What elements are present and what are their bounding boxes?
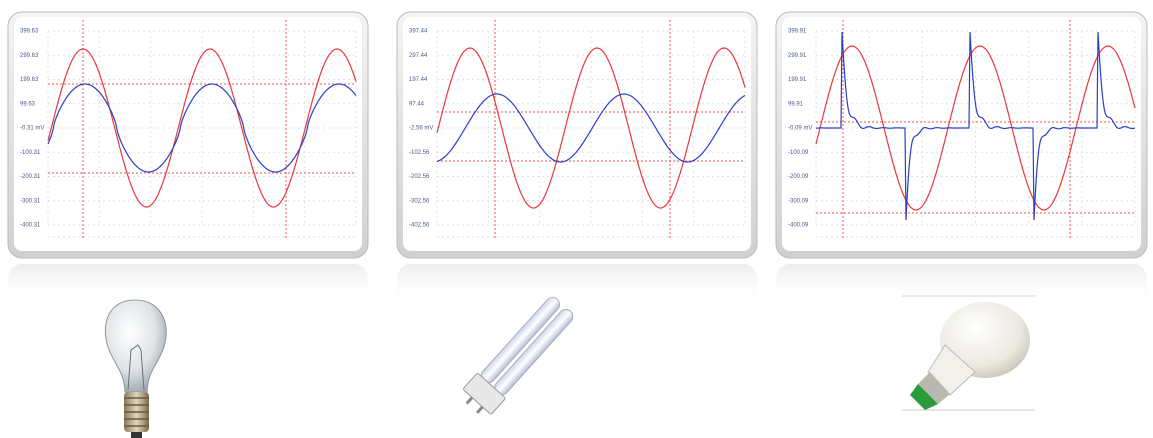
energy-saving-bulb — [902, 296, 1035, 410]
y-axis-label: 199.63 — [20, 77, 39, 83]
y-axis-label: 99.63 — [20, 101, 36, 107]
y-axis-label: -402.56 — [409, 223, 430, 229]
y-axis-label: 399.63 — [20, 29, 39, 35]
scope-panel: 397.44 297.44 197.44 97.44 -2.56 mV -102.56 -2… — [397, 12, 757, 304]
incandescent-bulb — [105, 300, 166, 438]
panel-reflection — [776, 264, 1147, 304]
y-axis-label: 297.44 — [409, 53, 428, 59]
y-axis-label: -202.56 — [409, 174, 430, 180]
y-axis-label: 97.44 — [409, 101, 425, 107]
y-axis-label: -100.31 — [20, 150, 41, 156]
scene: 399.63 299.63 199.63 99.63 -0.31 mV -100.31 -2… — [0, 0, 1153, 438]
panel-reflection — [397, 264, 757, 304]
scope-panel: 399.63 299.63 199.63 99.63 -0.31 mV -100.31 -2… — [8, 12, 368, 304]
y-axis-label: 197.44 — [409, 77, 428, 83]
y-axis-label: 199.91 — [788, 77, 807, 83]
y-axis-label: -2.56 mV — [409, 126, 433, 132]
y-axis-label: 299.91 — [788, 53, 807, 59]
y-axis-label: -400.31 — [20, 223, 41, 229]
plot-background — [782, 17, 1141, 251]
y-axis-label: -400.09 — [788, 223, 809, 229]
y-axis-label: -300.09 — [788, 198, 809, 204]
y-axis-label: -0.09 mV — [788, 126, 812, 132]
y-axis-label: -200.09 — [788, 174, 809, 180]
fluorescent-tube — [457, 293, 578, 421]
y-axis-label: 399.91 — [788, 29, 807, 35]
panel-reflection — [8, 264, 368, 304]
y-axis-label: -200.31 — [20, 174, 41, 180]
y-axis-label: -102.56 — [409, 150, 430, 156]
scope-panel: 399.91 299.91 199.91 99.91 -0.09 mV -100.09 -2… — [776, 12, 1147, 304]
y-axis-label: -300.31 — [20, 198, 41, 204]
plot-background — [14, 17, 362, 251]
y-axis-label: 99.91 — [788, 101, 804, 107]
plot-background — [403, 17, 751, 251]
y-axis-label: 397.44 — [409, 29, 428, 35]
y-axis-label: -100.09 — [788, 150, 809, 156]
y-axis-label: -302.56 — [409, 198, 430, 204]
y-axis-label: -0.31 mV — [20, 126, 44, 132]
y-axis-label: 299.63 — [20, 53, 39, 59]
